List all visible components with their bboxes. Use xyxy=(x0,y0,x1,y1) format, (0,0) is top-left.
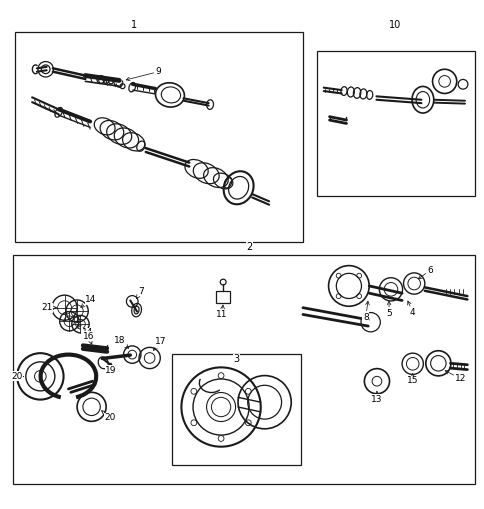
Text: 5: 5 xyxy=(385,301,391,318)
Text: 19: 19 xyxy=(105,363,117,375)
Text: 2: 2 xyxy=(246,242,252,252)
Text: 14: 14 xyxy=(77,325,93,337)
Text: 15: 15 xyxy=(406,374,418,385)
Text: 1: 1 xyxy=(130,20,136,30)
Text: 21: 21 xyxy=(42,303,56,312)
Text: 13: 13 xyxy=(370,391,382,404)
Text: 4: 4 xyxy=(407,301,415,317)
Bar xyxy=(172,354,300,465)
Text: 12: 12 xyxy=(444,371,466,383)
Text: 10: 10 xyxy=(388,20,400,30)
Bar xyxy=(13,254,474,484)
Bar xyxy=(317,51,474,196)
Text: 17: 17 xyxy=(153,337,166,350)
Text: 20: 20 xyxy=(12,372,23,381)
Text: 16: 16 xyxy=(83,331,94,344)
Text: 7: 7 xyxy=(136,287,144,299)
Text: 9: 9 xyxy=(126,67,161,81)
Text: 11: 11 xyxy=(216,305,227,319)
Text: 8: 8 xyxy=(362,301,368,322)
Text: 20: 20 xyxy=(101,411,116,422)
Text: 14: 14 xyxy=(81,295,96,307)
Text: 18: 18 xyxy=(114,336,128,348)
Bar xyxy=(15,32,302,242)
Text: 6: 6 xyxy=(418,266,432,279)
Text: 3: 3 xyxy=(233,354,239,364)
